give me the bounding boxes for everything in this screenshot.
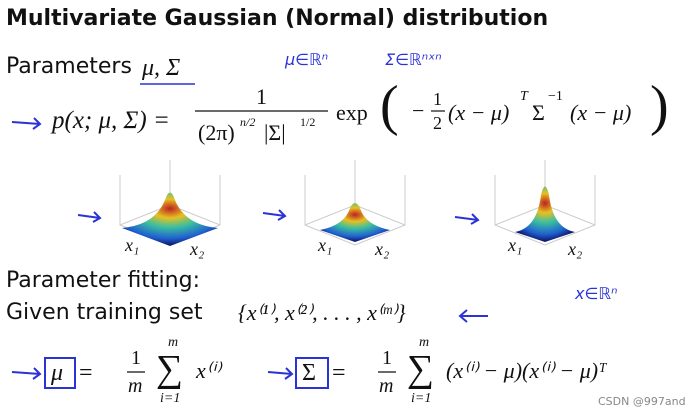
math: (x − μ)	[448, 100, 510, 125]
math: ∑	[407, 348, 435, 390]
math: μ	[51, 360, 64, 386]
math: n/2	[240, 115, 256, 129]
arrow	[454, 213, 480, 225]
math: (	[380, 75, 399, 137]
math: m	[168, 335, 179, 350]
highlight-box	[44, 357, 76, 389]
math: (x − μ)	[570, 100, 632, 125]
surface-plot	[304, 160, 406, 246]
math: 1	[433, 89, 442, 109]
axis-label: x₂	[375, 239, 390, 259]
math: exp	[336, 100, 368, 125]
math: =	[79, 360, 93, 386]
math: Σ	[532, 100, 545, 125]
annotation: Σ∈ℝⁿˣⁿ	[385, 50, 442, 69]
label: Given training set	[6, 300, 203, 325]
label: Parameters	[6, 54, 132, 79]
highlight-box	[295, 357, 329, 389]
annotation: x∈ℝⁿ	[575, 284, 618, 303]
math: 1	[131, 347, 141, 369]
math: m	[128, 375, 143, 397]
math: i=1	[411, 391, 432, 406]
arrow	[267, 367, 294, 380]
math: (2π)	[198, 120, 235, 145]
arrow	[262, 209, 287, 221]
math: i=1	[160, 391, 181, 406]
math: 1	[256, 84, 267, 109]
arrow	[11, 367, 42, 380]
math: 1	[382, 347, 392, 369]
axis-label: x₂	[190, 239, 205, 259]
math: {x⁽¹⁾, x⁽²⁾, . . . , x⁽ᵐ⁾}	[238, 300, 406, 325]
watermark: CSDN @997and	[598, 395, 686, 408]
math: T	[520, 89, 528, 104]
title: Multivariate Gaussian (Normal) distribut…	[6, 6, 549, 31]
math: 2	[433, 113, 442, 133]
surface-plot	[494, 160, 596, 246]
math: m	[379, 375, 394, 397]
math: x⁽ⁱ⁾	[196, 358, 221, 383]
arrow	[11, 117, 42, 130]
math: |Σ|	[264, 120, 286, 145]
math: −	[412, 98, 425, 123]
label: Parameter fitting:	[6, 268, 200, 293]
axis-label: x₁	[508, 235, 523, 255]
math: μ, Σ	[142, 55, 181, 81]
axis-label: x₁	[125, 235, 140, 255]
annotation: μ∈ℝⁿ	[285, 50, 329, 69]
surface-plot	[119, 160, 221, 246]
axis-label: x₂	[568, 239, 583, 259]
math: =	[332, 360, 346, 386]
math: (x⁽ⁱ⁾ − μ)(x⁽ⁱ⁾ − μ)ᵀ	[446, 358, 607, 383]
math: p(x; μ, Σ) =	[52, 107, 170, 134]
math: ∑	[156, 348, 184, 390]
math: Σ	[302, 360, 316, 386]
math: )	[650, 75, 669, 137]
math: −1	[548, 89, 563, 104]
arrow	[77, 211, 102, 223]
axis-label: x₁	[318, 235, 333, 255]
math: 1/2	[300, 115, 316, 129]
math: m	[419, 335, 430, 350]
arrow	[458, 309, 488, 323]
